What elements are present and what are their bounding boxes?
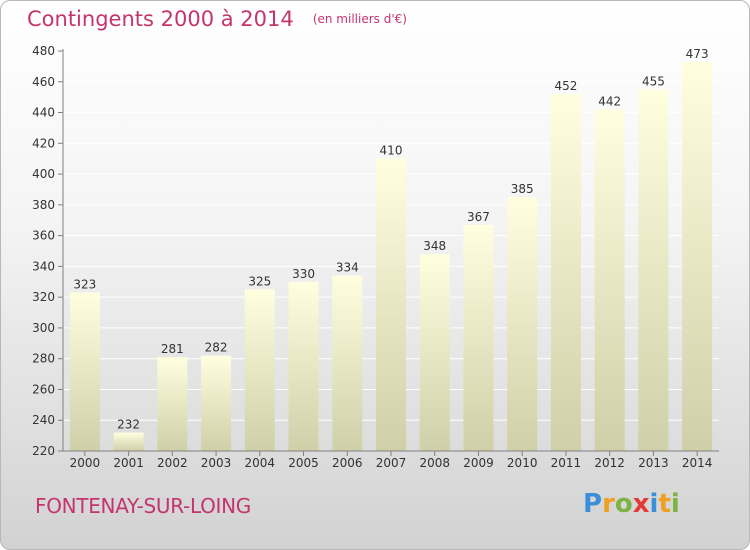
y-tick-label: 280 xyxy=(32,352,55,366)
bar-2008 xyxy=(419,254,450,451)
y-tick-label: 360 xyxy=(32,229,55,243)
y-tick-label: 300 xyxy=(32,321,55,335)
data-label-2002: 281 xyxy=(161,342,184,356)
y-tick-label: 260 xyxy=(32,382,55,396)
data-label-2004: 325 xyxy=(248,274,271,288)
data-label-2014: 473 xyxy=(686,47,709,61)
bar-2003 xyxy=(201,355,232,451)
data-label-2003: 282 xyxy=(205,341,228,355)
bar-2004 xyxy=(244,289,275,451)
data-label-2011: 452 xyxy=(554,79,577,93)
bar-2010 xyxy=(507,197,538,451)
x-tick-label: 2010 xyxy=(507,456,538,470)
x-tick-label: 2006 xyxy=(332,456,363,470)
data-label-2010: 385 xyxy=(511,182,534,196)
logo-letter: o xyxy=(614,489,633,519)
logo-letter: t xyxy=(658,489,671,519)
x-tick-label: 2014 xyxy=(682,456,713,470)
data-label-2008: 348 xyxy=(423,239,446,253)
bar-2002 xyxy=(157,357,188,451)
x-tick-label: 2013 xyxy=(638,456,669,470)
y-tick-label: 460 xyxy=(32,75,55,89)
bar-2005 xyxy=(288,281,319,451)
data-label-2009: 367 xyxy=(467,210,490,224)
data-label-2007: 410 xyxy=(380,144,403,158)
y-tick-label: 320 xyxy=(32,290,55,304)
bars xyxy=(69,61,713,452)
logo-letter: i xyxy=(649,489,659,519)
x-tick-label: 2007 xyxy=(376,456,407,470)
y-tick-label: 220 xyxy=(32,444,55,458)
axes xyxy=(58,49,719,456)
bar-2006 xyxy=(332,275,363,451)
town-name: FONTENAY-SUR-LOING xyxy=(35,494,251,518)
data-label-2013: 455 xyxy=(642,74,665,88)
bar-2014 xyxy=(682,61,713,452)
y-tick-label: 420 xyxy=(32,136,55,150)
x-tick-label: 2011 xyxy=(551,456,582,470)
x-tick-label: 2003 xyxy=(201,456,232,470)
bar-2001 xyxy=(113,432,144,451)
y-tick-label: 340 xyxy=(32,259,55,273)
proxiti-logo[interactable]: Proxiti xyxy=(583,489,680,519)
data-label-2005: 330 xyxy=(292,267,315,281)
data-label-2006: 334 xyxy=(336,261,359,275)
x-tick-label: 2005 xyxy=(288,456,319,470)
x-tick-label: 2000 xyxy=(70,456,101,470)
logo-letter: r xyxy=(602,489,615,519)
data-labels: 323 232 281 282 325 330 334 410 348 367 385 452 442 4… xyxy=(73,47,708,432)
chart-title: Contingents 2000 à 2014 xyxy=(27,7,294,31)
chart-subtitle: (en milliers d'€) xyxy=(312,12,407,26)
y-tick-label: 400 xyxy=(32,167,55,181)
x-tick-label: 2002 xyxy=(157,456,188,470)
x-tick-label: 2008 xyxy=(419,456,450,470)
logo-letter: i xyxy=(670,489,680,519)
x-tick-label: 2001 xyxy=(113,456,144,470)
bar-2000 xyxy=(69,292,100,451)
bar-2011 xyxy=(550,94,581,452)
data-label-2000: 323 xyxy=(73,278,96,292)
x-tick-label: 2009 xyxy=(463,456,494,470)
x-tick-label: 2004 xyxy=(245,456,276,470)
title-row: Contingents 2000 à 2014 (en milliers d'€… xyxy=(27,7,407,31)
logo-letter: x xyxy=(632,489,650,519)
x-tick-labels: 2000 2001 2002 2003 2004 2005 2006 2007 2008 2009… xyxy=(70,456,713,470)
data-label-2001: 232 xyxy=(117,418,140,432)
data-label-2012: 442 xyxy=(598,94,621,108)
bar-2007 xyxy=(376,158,406,451)
bar-2012 xyxy=(594,109,625,451)
y-tick-label: 480 xyxy=(32,44,55,58)
y-tick-labels: 220 240 260 280 300 320 340 360 380 400 420 440 460 4… xyxy=(32,44,55,458)
bar-2009 xyxy=(463,224,494,451)
y-tick-label: 240 xyxy=(32,413,55,427)
y-tick-label: 440 xyxy=(32,106,55,120)
x-tick-label: 2012 xyxy=(594,456,625,470)
bar-2013 xyxy=(638,89,669,451)
logo-letter: P xyxy=(583,489,603,519)
y-tick-label: 380 xyxy=(32,198,55,212)
